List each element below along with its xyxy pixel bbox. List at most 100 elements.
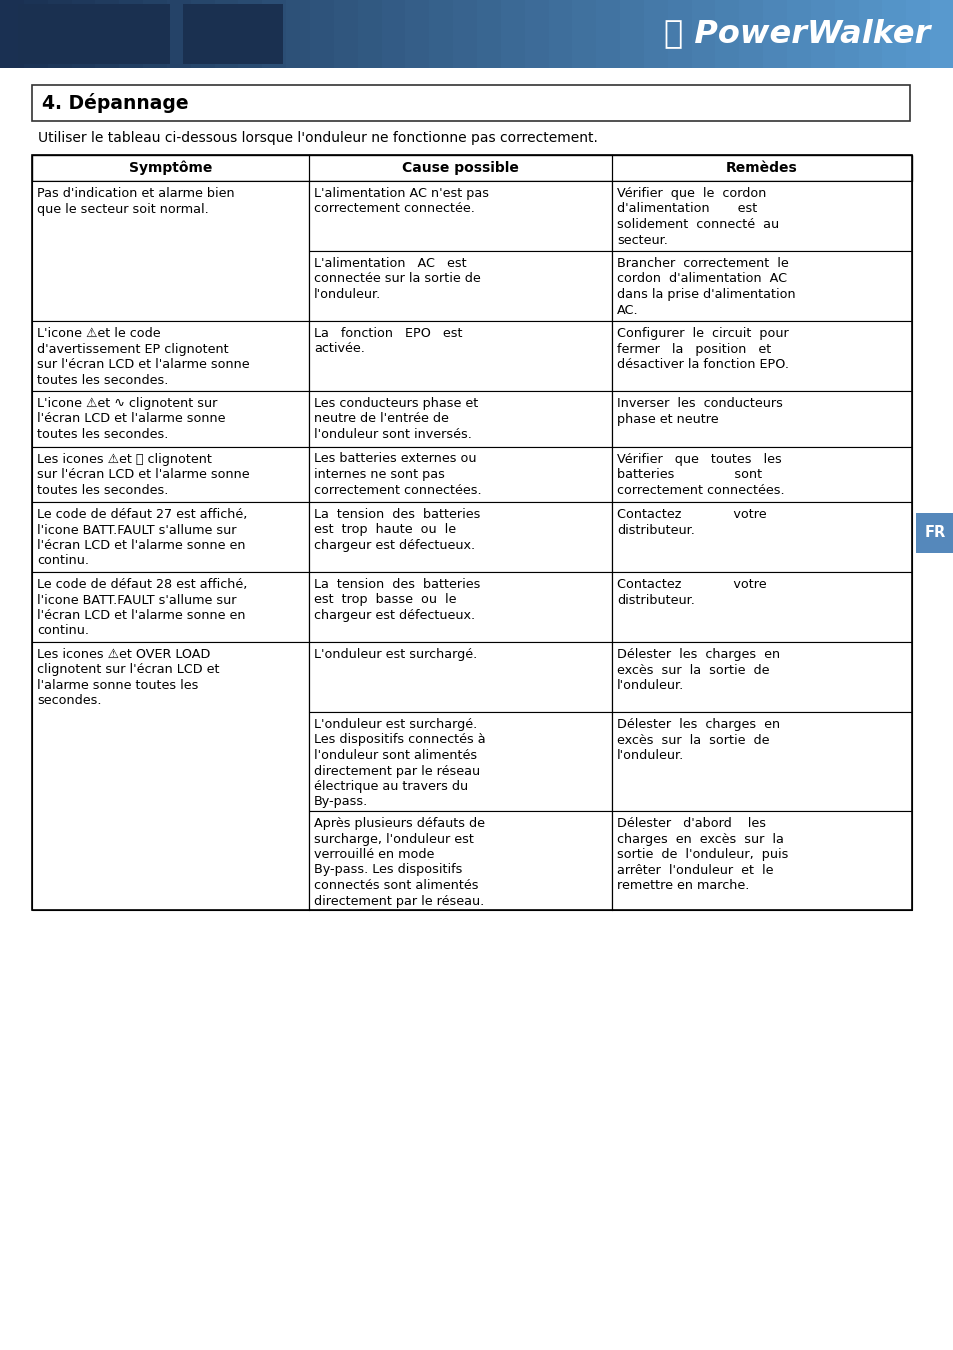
Bar xyxy=(786,0,810,68)
Bar xyxy=(882,0,905,68)
Bar xyxy=(612,643,911,711)
Text: Configurer  le  circuit  pour
fermer   la   position   et
désactiver la fonction: Configurer le circuit pour fermer la pos… xyxy=(617,327,788,371)
Bar xyxy=(214,0,238,68)
Text: L'alimentation AC n'est pas
correctement connectée.: L'alimentation AC n'est pas correctement… xyxy=(314,188,489,216)
Bar xyxy=(572,0,596,68)
Bar xyxy=(309,181,612,251)
Bar xyxy=(309,321,612,392)
Bar xyxy=(24,0,48,68)
Bar xyxy=(32,643,309,910)
Bar xyxy=(0,0,24,68)
Text: L'icone ⚠et ∿ clignotent sur
l'écran LCD et l'alarme sonne
toutes les secondes.: L'icone ⚠et ∿ clignotent sur l'écran LCD… xyxy=(37,397,225,441)
Bar xyxy=(167,0,191,68)
Bar xyxy=(309,502,612,572)
Bar xyxy=(32,392,309,447)
Bar xyxy=(612,392,911,447)
Text: Contactez             votre
distributeur.: Contactez votre distributeur. xyxy=(617,578,766,606)
Bar xyxy=(119,0,143,68)
Bar xyxy=(612,572,911,643)
Text: Inverser  les  conducteurs
phase et neutre: Inverser les conducteurs phase et neutre xyxy=(617,397,782,425)
Bar xyxy=(691,0,715,68)
Text: Vérifier   que   toutes   les
batteries               sont
correctement connecté: Vérifier que toutes les batteries sont c… xyxy=(617,452,783,497)
Bar xyxy=(612,447,911,502)
Text: L'onduleur est surchargé.: L'onduleur est surchargé. xyxy=(314,648,476,662)
Bar xyxy=(715,0,739,68)
Text: Délester  les  charges  en
excès  sur  la  sortie  de
l'onduleur.: Délester les charges en excès sur la sor… xyxy=(617,648,780,693)
Bar xyxy=(18,4,170,63)
Bar xyxy=(612,251,911,321)
Bar xyxy=(32,321,309,392)
Bar xyxy=(309,811,612,910)
Text: La  tension  des  batteries
est  trop  basse  ou  le
chargeur est défectueux.: La tension des batteries est trop basse … xyxy=(314,578,480,622)
Bar xyxy=(32,181,309,321)
Text: La  tension  des  batteries
est  trop  haute  ou  le
chargeur est défectueux.: La tension des batteries est trop haute … xyxy=(314,508,480,552)
Bar xyxy=(762,0,786,68)
Text: Les conducteurs phase et
neutre de l'entrée de
l'onduleur sont inversés.: Les conducteurs phase et neutre de l'ent… xyxy=(314,397,477,441)
Text: L'onduleur est surchargé.
Les dispositifs connectés à
l'onduleur sont alimentés
: L'onduleur est surchargé. Les dispositif… xyxy=(314,718,485,809)
Bar xyxy=(32,447,309,502)
Bar xyxy=(858,0,882,68)
Bar xyxy=(612,811,911,910)
Bar xyxy=(453,0,476,68)
Bar xyxy=(286,0,310,68)
Bar xyxy=(48,0,71,68)
Text: Utiliser le tableau ci-dessous lorsque l'onduleur ne fonctionne pas correctement: Utiliser le tableau ci-dessous lorsque l… xyxy=(38,131,598,144)
Text: Contactez             votre
distributeur.: Contactez votre distributeur. xyxy=(617,508,766,536)
Text: Symptôme: Symptôme xyxy=(129,161,212,176)
Bar xyxy=(32,502,309,572)
Bar xyxy=(309,643,612,711)
Bar xyxy=(309,447,612,502)
Bar xyxy=(905,0,929,68)
Bar xyxy=(183,4,283,63)
Text: 4. Dépannage: 4. Dépannage xyxy=(42,93,189,113)
Bar xyxy=(71,0,95,68)
Text: Les icones ⚠et OVER LOAD
clignotent sur l'écran LCD et
l'alarme sonne toutes les: Les icones ⚠et OVER LOAD clignotent sur … xyxy=(37,648,219,707)
Bar xyxy=(309,392,612,447)
Text: Remèdes: Remèdes xyxy=(725,161,797,176)
Bar xyxy=(309,251,612,321)
Text: ⓘ PowerWalker: ⓘ PowerWalker xyxy=(663,19,929,50)
Text: Les batteries externes ou
internes ne sont pas
correctement connectées.: Les batteries externes ou internes ne so… xyxy=(314,452,481,497)
Bar xyxy=(310,0,334,68)
Text: Vérifier  que  le  cordon
d'alimentation       est
solidement  connecté  au
sect: Vérifier que le cordon d'alimentation es… xyxy=(617,188,779,247)
Bar xyxy=(32,155,911,181)
Bar xyxy=(262,0,286,68)
Bar xyxy=(309,711,612,811)
Bar xyxy=(643,0,667,68)
Text: Après plusieurs défauts de
surcharge, l'onduleur est
verrouillé en mode
By-pass.: Après plusieurs défauts de surcharge, l'… xyxy=(314,817,484,907)
Bar xyxy=(667,0,691,68)
Text: Le code de défaut 27 est affiché,
l'icone BATT.FAULT s'allume sur
l'écran LCD et: Le code de défaut 27 est affiché, l'icon… xyxy=(37,508,247,567)
Text: Délester  les  charges  en
excès  sur  la  sortie  de
l'onduleur.: Délester les charges en excès sur la sor… xyxy=(617,718,780,761)
Bar xyxy=(524,0,548,68)
Bar xyxy=(612,181,911,251)
Bar xyxy=(915,513,953,552)
Bar xyxy=(612,711,911,811)
Bar xyxy=(834,0,858,68)
Bar xyxy=(143,0,167,68)
Bar xyxy=(429,0,453,68)
Text: Le code de défaut 28 est affiché,
l'icone BATT.FAULT s'allume sur
l'écran LCD et: Le code de défaut 28 est affiché, l'icon… xyxy=(37,578,247,637)
Bar xyxy=(334,0,357,68)
Text: L'alimentation   AC   est
connectée sur la sortie de
l'onduleur.: L'alimentation AC est connectée sur la s… xyxy=(314,256,480,301)
Text: Brancher  correctement  le
cordon  d'alimentation  AC
dans la prise d'alimentati: Brancher correctement le cordon d'alimen… xyxy=(617,256,795,316)
Bar xyxy=(309,572,612,643)
Bar xyxy=(929,0,953,68)
Bar xyxy=(612,502,911,572)
Bar xyxy=(32,155,911,910)
Bar xyxy=(612,321,911,392)
Bar xyxy=(357,0,381,68)
Bar xyxy=(548,0,572,68)
Bar xyxy=(596,0,619,68)
Text: La   fonction   EPO   est
activée.: La fonction EPO est activée. xyxy=(314,327,462,355)
Text: L'icone ⚠et le code
d'avertissement EP clignotent
sur l'écran LCD et l'alarme so: L'icone ⚠et le code d'avertissement EP c… xyxy=(37,327,250,386)
Bar xyxy=(500,0,524,68)
Bar xyxy=(810,0,834,68)
Bar xyxy=(191,0,214,68)
Text: FR: FR xyxy=(923,525,944,540)
Bar xyxy=(95,0,119,68)
Bar xyxy=(739,0,762,68)
Bar xyxy=(32,85,909,122)
Bar xyxy=(381,0,405,68)
Bar xyxy=(619,0,643,68)
Bar xyxy=(476,0,500,68)
